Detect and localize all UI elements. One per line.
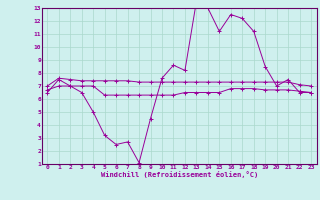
X-axis label: Windchill (Refroidissement éolien,°C): Windchill (Refroidissement éolien,°C): [100, 171, 258, 178]
